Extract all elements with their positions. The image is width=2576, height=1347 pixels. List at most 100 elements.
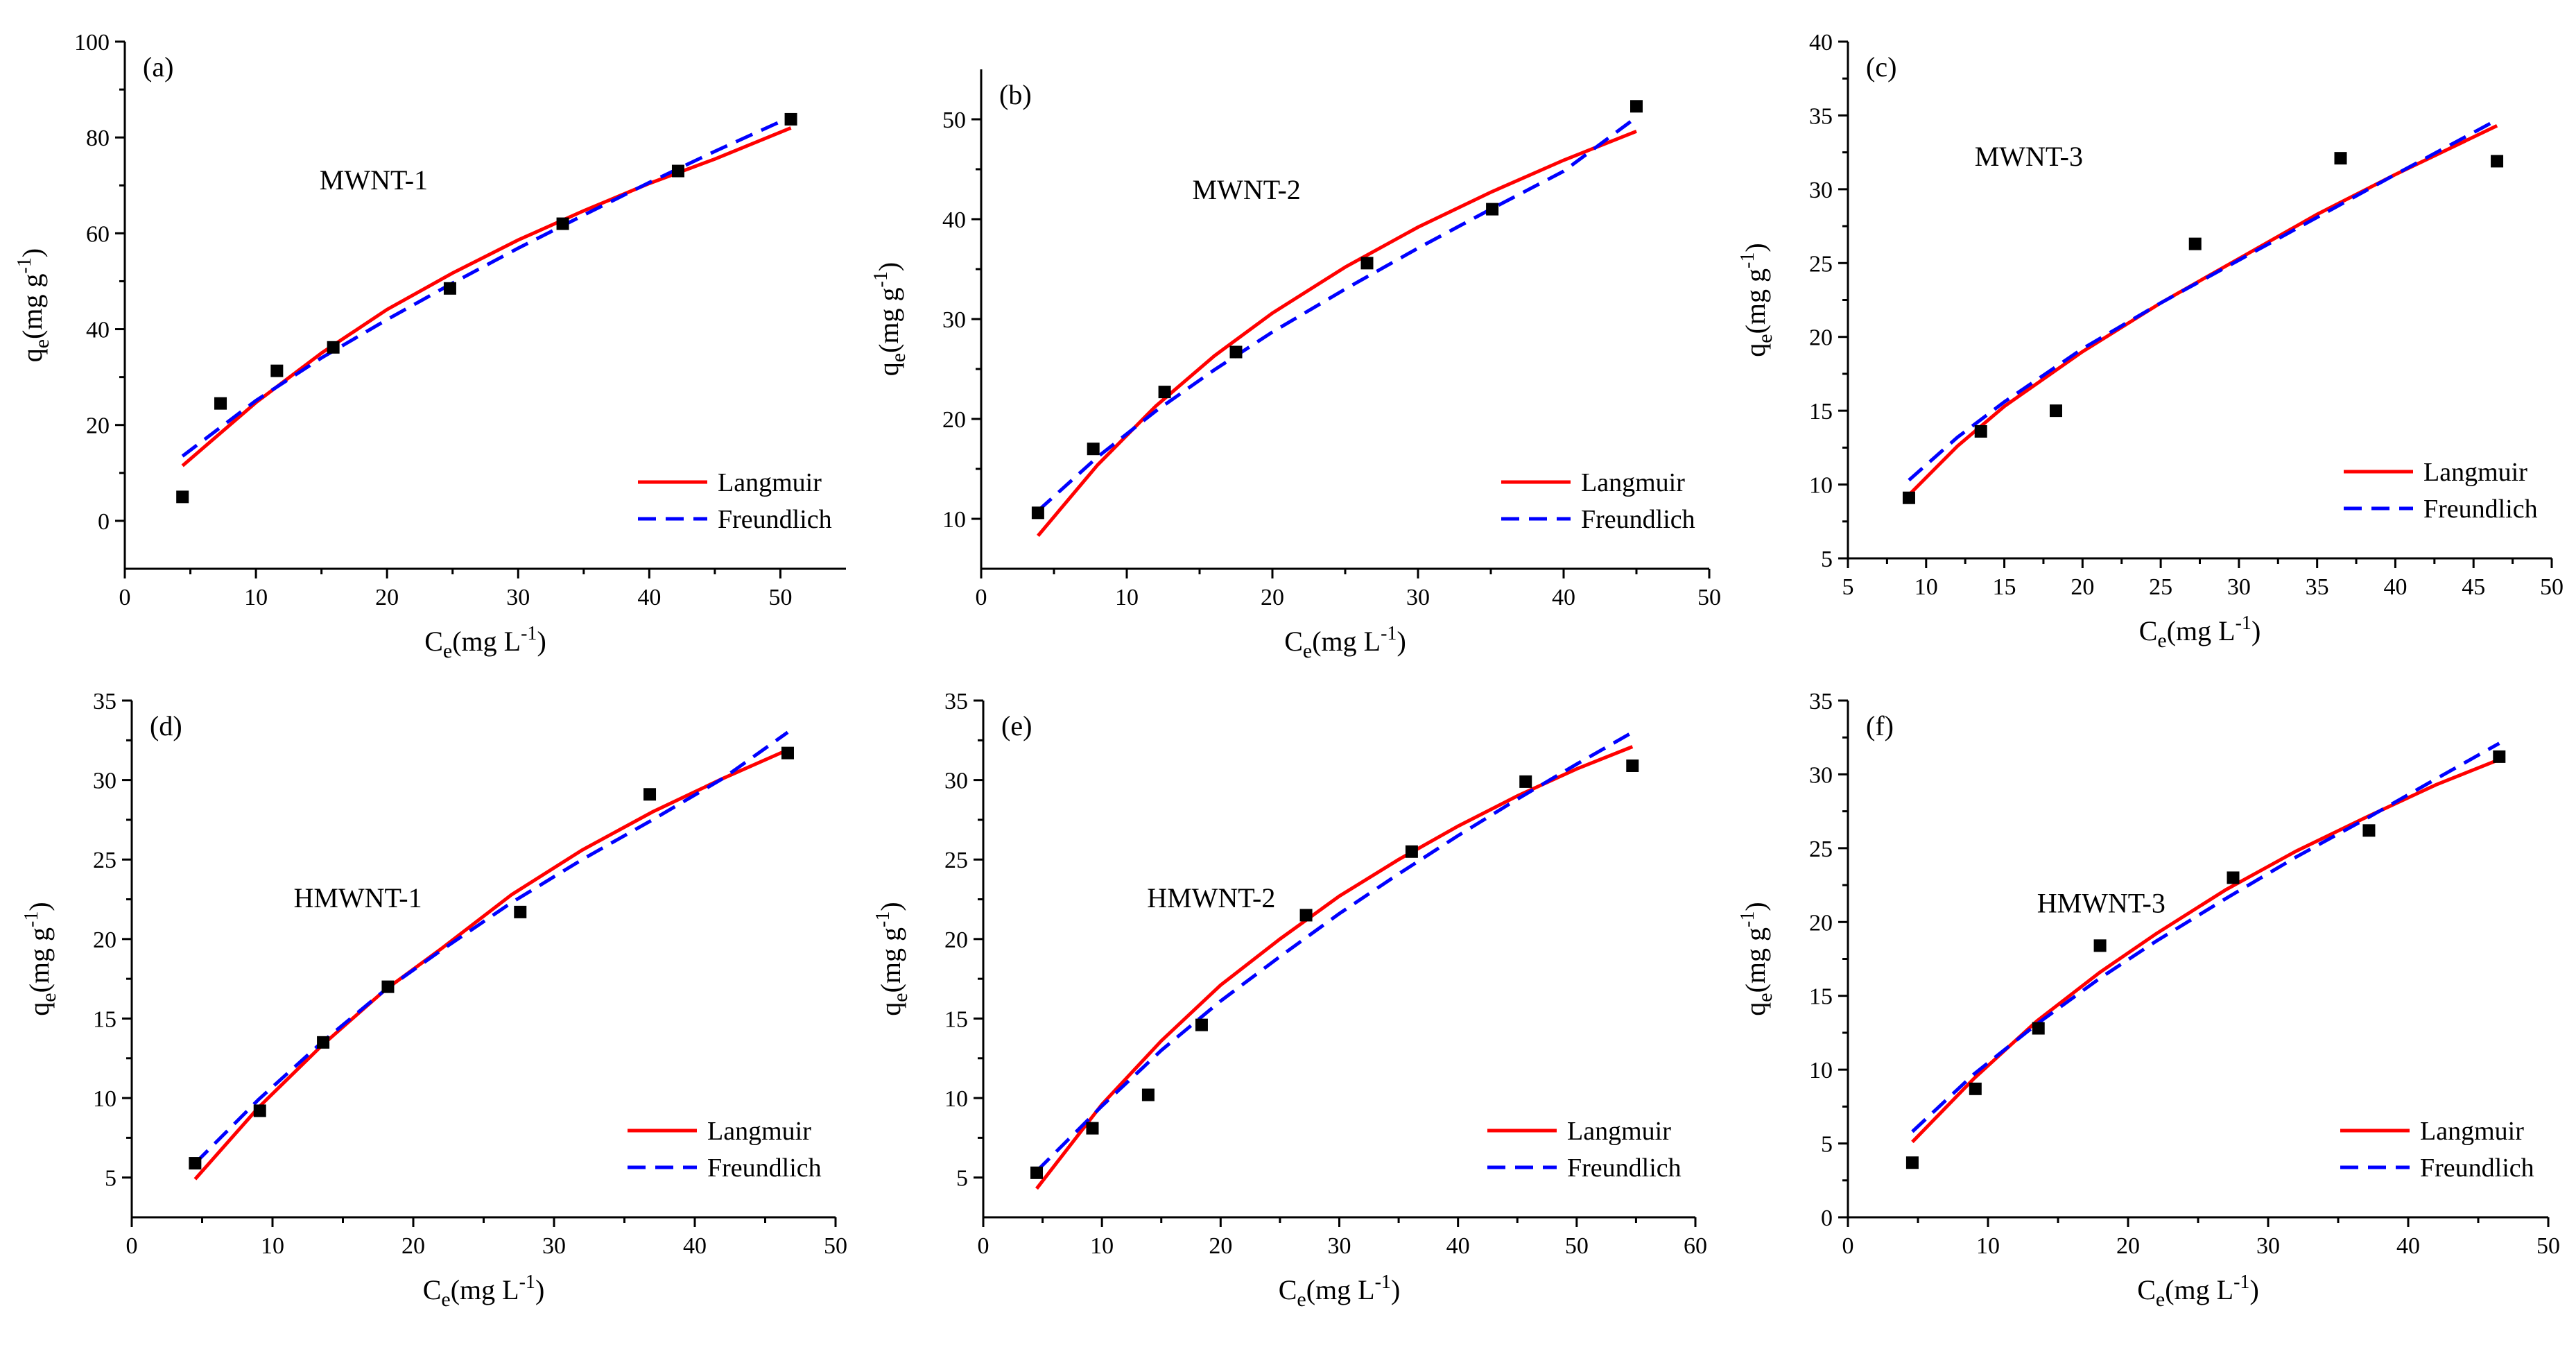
data-point <box>2493 750 2506 763</box>
legend-freundlich-label: Freundlich <box>1581 505 1695 534</box>
x-tick-label: 40 <box>1552 585 1575 610</box>
data-point <box>1195 1018 1208 1031</box>
legend-langmuir-label: Langmuir <box>718 468 822 497</box>
y-tick-label: 30 <box>1809 762 1833 788</box>
y-tick-label: 35 <box>944 689 968 714</box>
data-point <box>381 980 395 993</box>
langmuir-curve <box>1035 745 1634 1190</box>
panel-label: (f) <box>1866 710 1894 741</box>
y-tick-label: 100 <box>74 30 110 55</box>
panel-label: (c) <box>1866 51 1896 83</box>
y-tick-label: 10 <box>942 507 966 533</box>
x-axis-title: Ce(mg L-1) <box>424 623 546 662</box>
legend-freundlich-label: Freundlich <box>2423 495 2538 524</box>
x-tick-label: 30 <box>1328 1233 1351 1259</box>
freundlich-curve <box>193 730 789 1165</box>
y-tick-label: 50 <box>942 108 966 133</box>
y-axis-title: qe(mg g-1) <box>872 902 912 1015</box>
data-point <box>2032 1022 2045 1035</box>
chart-panel-b: 0 10 20 30 40 50 10 20 30 40 50 Ce(mg L-1) qe(mg g-1… <box>870 69 1721 662</box>
data-point <box>2093 939 2107 952</box>
data-point <box>1087 443 1100 456</box>
langmuir-curve <box>1911 757 2500 1144</box>
data-point <box>189 1157 202 1170</box>
x-tick-label: 10 <box>1976 1233 2000 1259</box>
x-tick-label: 40 <box>2396 1233 2420 1259</box>
y-tick-label: 25 <box>93 848 116 873</box>
y-tick-label: 30 <box>93 769 116 794</box>
data-point <box>1486 203 1499 216</box>
x-tick-label: 20 <box>1261 585 1284 610</box>
x-tick-label: 25 <box>2149 574 2172 600</box>
x-tick-label: 0 <box>1842 1233 1854 1259</box>
x-tick-label: 50 <box>1565 1233 1589 1259</box>
y-tick-label: 25 <box>944 848 968 873</box>
data-point <box>2049 404 2062 418</box>
langmuir-curve <box>181 126 792 467</box>
y-tick-label: 25 <box>1809 836 1833 862</box>
panel-label: (a) <box>143 51 173 83</box>
panel-label: (b) <box>999 79 1032 110</box>
legend-langmuir-label: Langmuir <box>707 1117 811 1146</box>
data-point <box>1141 1088 1155 1101</box>
y-tick-label: 15 <box>944 1006 968 1032</box>
y-tick-label: 15 <box>1809 399 1833 424</box>
y-axis-title: qe(mg g-1) <box>1737 902 1777 1015</box>
y-tick-label: 20 <box>86 413 110 439</box>
data-point <box>2491 155 2504 168</box>
x-tick-label: 40 <box>637 585 661 610</box>
legend-langmuir-label: Langmuir <box>1581 468 1685 497</box>
x-axis-title: Ce(mg L-1) <box>2137 1271 2259 1311</box>
data-point <box>317 1036 330 1049</box>
chart-panel-e: 0 10 20 30 40 50 60 5 10 15 20 25 30 35 Ce(mg L-1) qe(m… <box>872 689 1707 1311</box>
x-tick-label: 50 <box>1697 585 1721 610</box>
x-tick-label: 35 <box>2306 574 2329 600</box>
data-point <box>2227 871 2240 884</box>
x-tick-label: 40 <box>683 1233 707 1259</box>
chart-panel-a: 0 10 20 30 40 50 0 20 40 60 80 100 Ce(mg L-1) qe(mg g… <box>14 30 846 662</box>
y-tick-label: 20 <box>942 407 966 433</box>
x-tick-label: 0 <box>976 585 987 610</box>
legend-langmuir-label: Langmuir <box>2423 458 2527 487</box>
data-point <box>1519 775 1532 788</box>
y-tick-label: 10 <box>944 1086 968 1112</box>
y-tick-label: 80 <box>86 126 110 151</box>
data-point <box>2188 237 2202 250</box>
panel-label: (d) <box>150 710 182 741</box>
data-point <box>1902 491 1915 504</box>
data-point <box>671 164 684 178</box>
x-tick-label: 10 <box>1090 1233 1114 1259</box>
data-point <box>514 905 527 918</box>
x-tick-label: 30 <box>2256 1233 2280 1259</box>
legend-freundlich-label: Freundlich <box>1567 1153 1682 1183</box>
y-axis-title: qe(mg g-1) <box>1737 243 1777 357</box>
legend-langmuir-label: Langmuir <box>2420 1117 2524 1146</box>
langmuir-curve <box>1908 124 2498 497</box>
x-tick-label: 15 <box>1993 574 2016 600</box>
x-tick-label: 40 <box>2383 574 2407 600</box>
y-tick-label: 10 <box>1809 1058 1833 1083</box>
y-tick-label: 40 <box>1809 30 1833 55</box>
data-point <box>327 341 340 354</box>
data-point <box>1974 424 1987 438</box>
data-point <box>214 397 227 410</box>
x-axis-title: Ce(mg L-1) <box>1279 1271 1401 1311</box>
langmuir-curve <box>1036 129 1637 538</box>
y-tick-label: 15 <box>1809 984 1833 1010</box>
sample-label: MWNT-2 <box>1193 174 1301 205</box>
data-point <box>1086 1122 1099 1135</box>
y-tick-label: 35 <box>1809 689 1833 714</box>
y-tick-label: 20 <box>93 927 116 953</box>
y-axis-title: qe(mg g-1) <box>870 262 910 376</box>
data-point <box>1905 1156 1919 1169</box>
y-tick-label: 15 <box>93 1006 116 1032</box>
x-tick-label: 20 <box>375 585 399 610</box>
data-point <box>176 490 189 504</box>
x-tick-label: 5 <box>1842 574 1854 600</box>
x-tick-label: 30 <box>506 585 530 610</box>
x-tick-label: 10 <box>261 1233 284 1259</box>
x-tick-label: 30 <box>1406 585 1430 610</box>
legend-langmuir-label: Langmuir <box>1567 1117 1671 1146</box>
chart-panel-d: 0 10 20 30 40 50 5 10 15 20 25 30 35 Ce(mg L-1) qe(mg … <box>21 689 847 1311</box>
